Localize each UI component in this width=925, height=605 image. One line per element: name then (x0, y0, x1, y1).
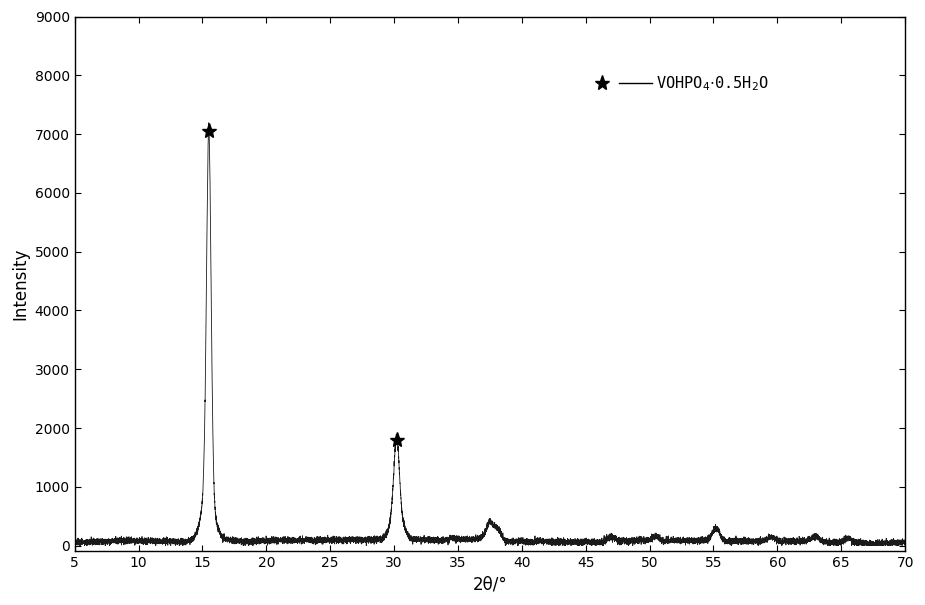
Y-axis label: Intensity: Intensity (11, 248, 29, 320)
Text: VOHPO$_4$$\cdot$0.5H$_2$O: VOHPO$_4$$\cdot$0.5H$_2$O (656, 74, 769, 93)
X-axis label: 2θ/°: 2θ/° (473, 576, 507, 594)
